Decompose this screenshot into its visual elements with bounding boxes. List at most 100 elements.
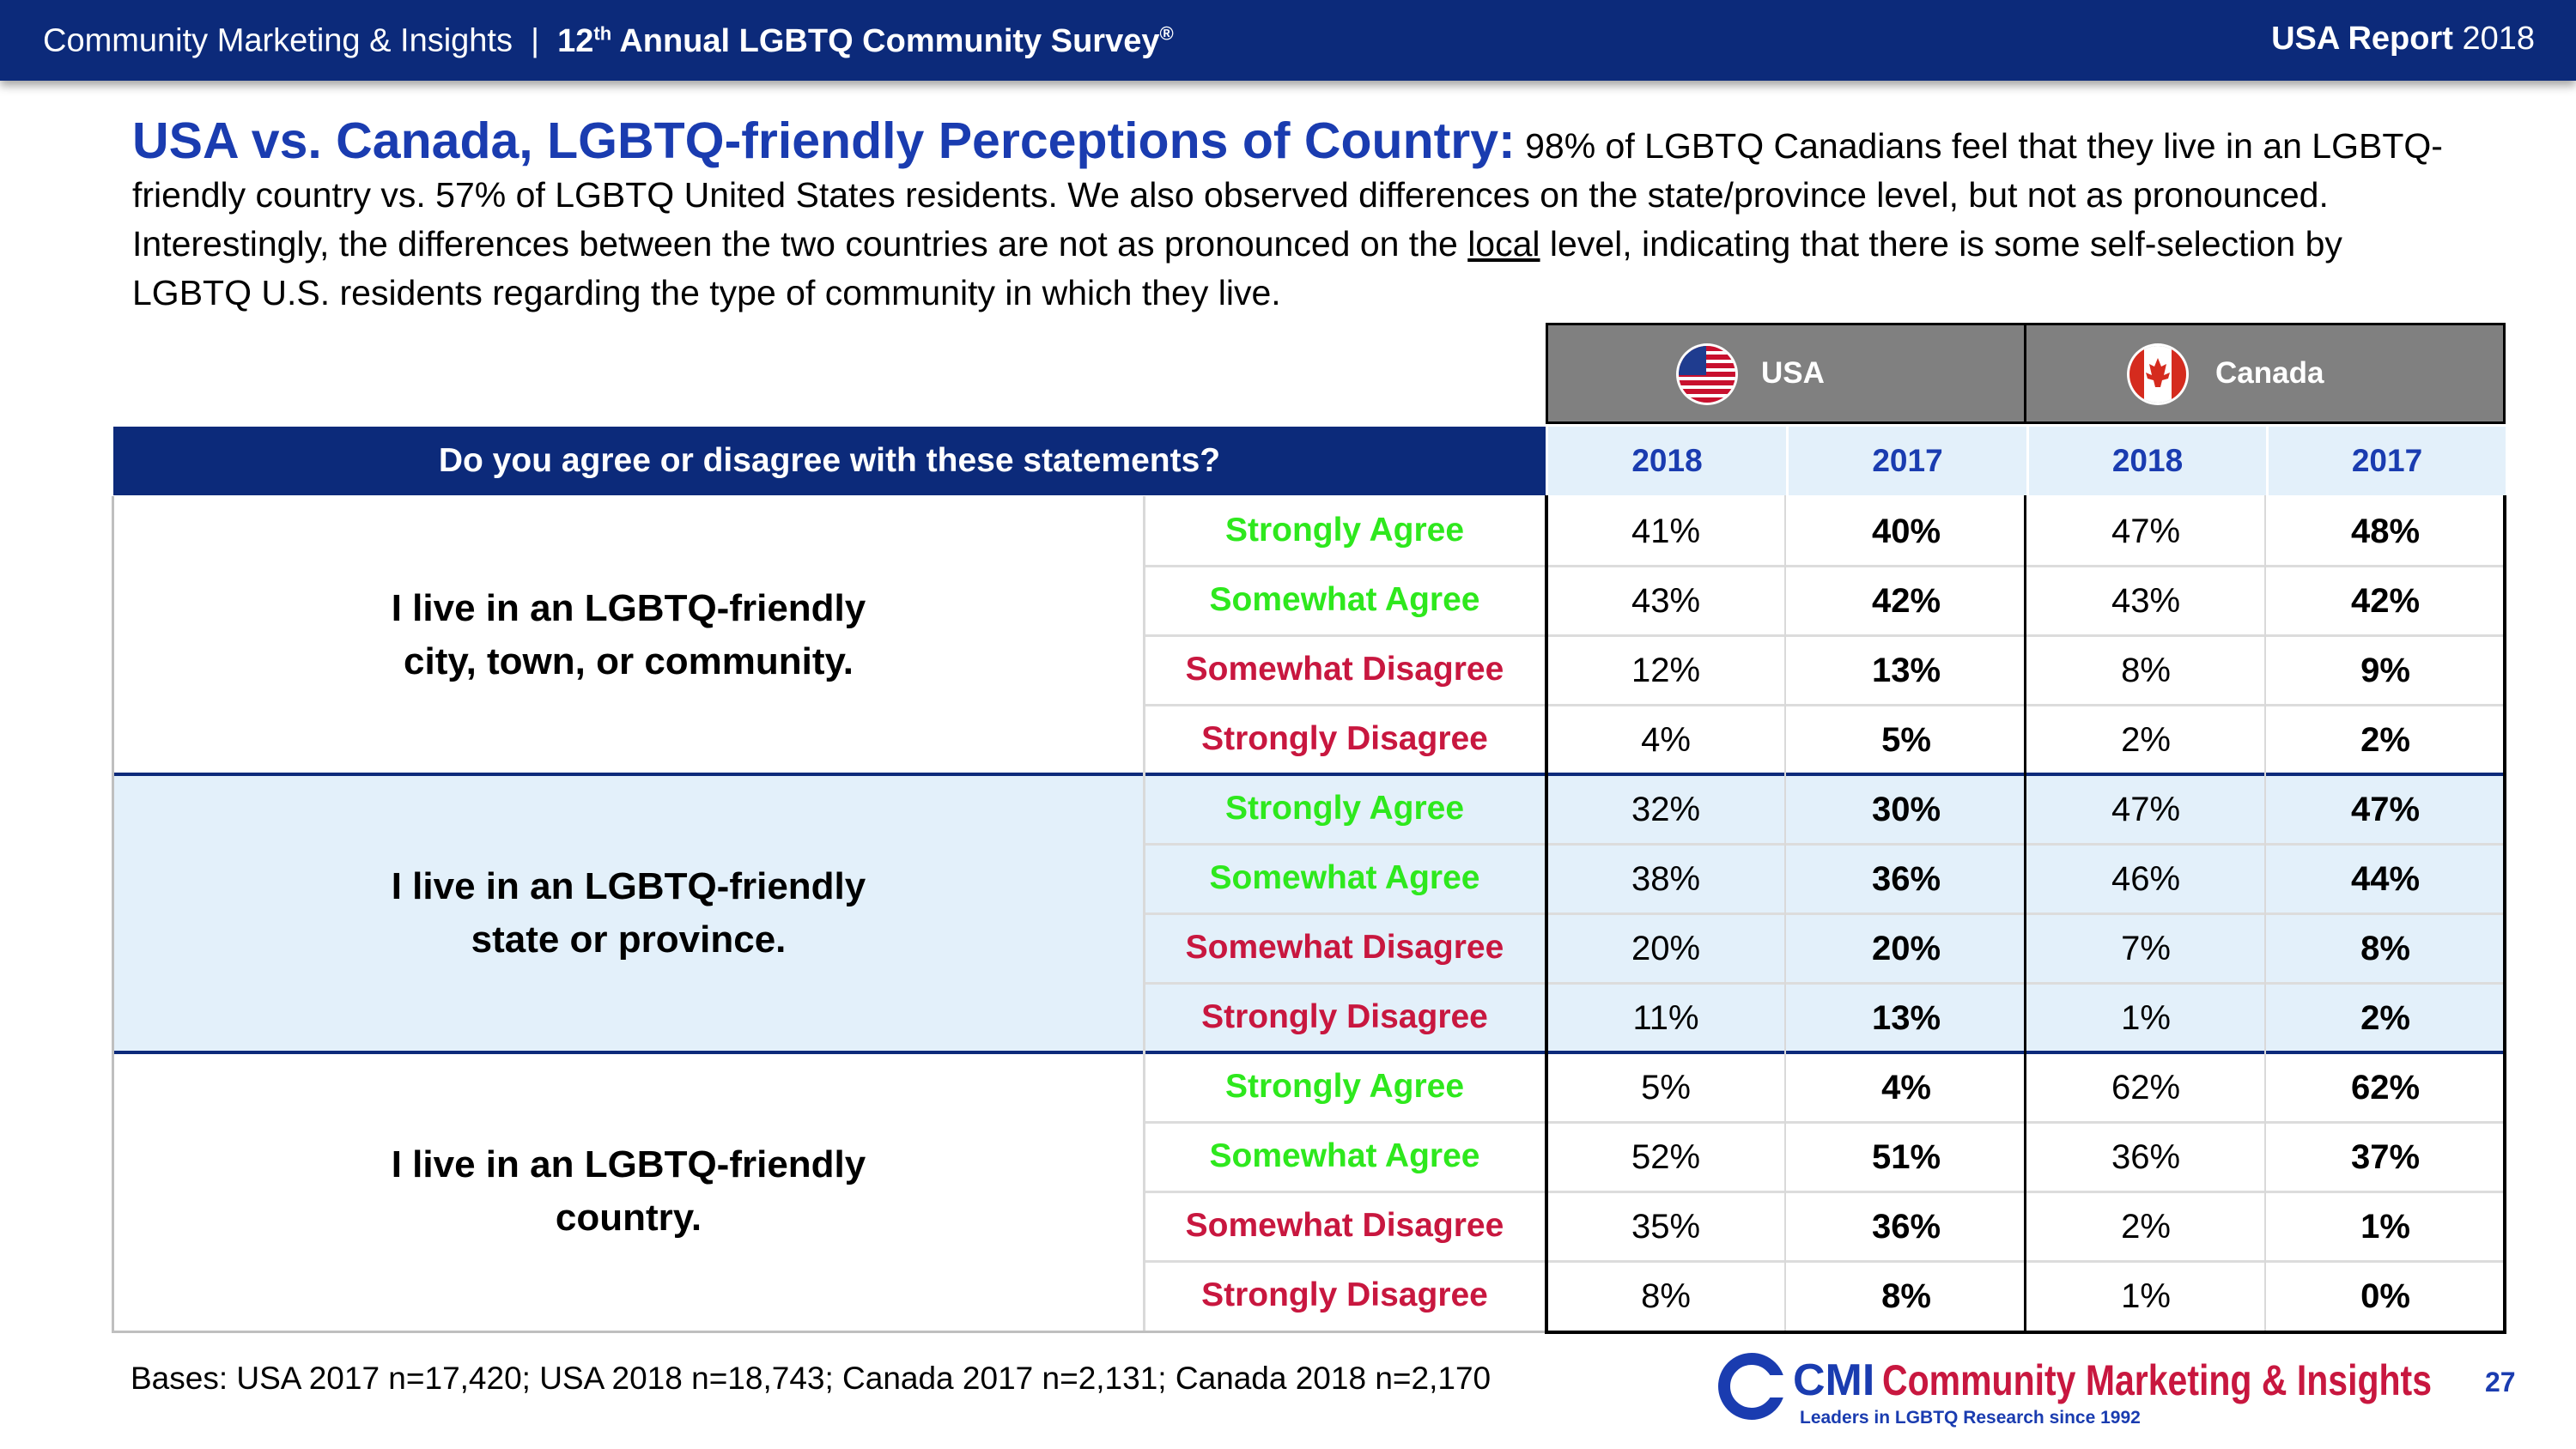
value-cell: 5%: [1881, 721, 1931, 759]
year-usa-2017: 2017: [1786, 427, 2026, 495]
canada-flag-icon: [2129, 346, 2186, 403]
country-label-usa: USA: [1761, 356, 1825, 390]
value-cell: 36%: [1871, 860, 1941, 898]
response-label: Strongly Agree: [1224, 512, 1465, 549]
value-cell: 36%: [2111, 1138, 2181, 1176]
value-cell: 43%: [2111, 582, 2181, 620]
value-cell: 13%: [1871, 652, 1941, 689]
value-cell: 46%: [2111, 860, 2181, 898]
value-cell: 47%: [2111, 512, 2181, 550]
value-cell: 1%: [2121, 1277, 2171, 1315]
intro-text-b: level, indicating that there is some sel…: [132, 224, 2342, 312]
year-canada-2017: 2017: [2266, 427, 2506, 495]
value-cell: 47%: [2350, 791, 2421, 828]
value-cell: 52%: [1631, 1138, 1701, 1176]
statement-line-2: country.: [555, 1197, 702, 1239]
response-label: Somewhat Disagree: [1185, 651, 1504, 688]
intro-paragraph: USA vs. Canada, LGBTQ-friendly Perceptio…: [132, 116, 2451, 318]
response-label: Strongly Disagree: [1201, 1276, 1488, 1313]
statement-line-1: I live in an LGBTQ-friendly: [391, 865, 866, 907]
table-border: [112, 496, 114, 1331]
table-border: [112, 1331, 1547, 1333]
row-divider: [1145, 912, 2506, 915]
value-cell: 4%: [1881, 1069, 1931, 1106]
value-cell: 35%: [1631, 1208, 1701, 1246]
value-cell: 44%: [2350, 860, 2421, 898]
row-divider: [1145, 704, 2506, 706]
value-cell: 8%: [1641, 1277, 1691, 1315]
header-separator: |: [531, 22, 539, 59]
table-border: [1545, 1331, 2506, 1334]
page-number: 27: [2485, 1367, 2516, 1397]
value-cell: 42%: [2350, 582, 2421, 620]
cmi-logo: CMI Community Marketing & Insights Leade…: [1717, 1348, 2456, 1434]
intro-underlined: local: [1467, 224, 1540, 264]
table-border: [1545, 495, 1548, 1333]
value-cell: 5%: [1641, 1069, 1691, 1106]
row-divider: [1145, 1191, 2506, 1193]
value-cell: 2%: [2121, 721, 2171, 759]
intro-text-a: 98% of LGBTQ Canadians feel that they li…: [132, 126, 2443, 264]
bases-footnote: Bases: USA 2017 n=17,420; USA 2018 n=18,…: [131, 1361, 1492, 1396]
survey-mark: ®: [1159, 22, 1174, 44]
statement-line-1: I live in an LGBTQ-friendly: [391, 1143, 866, 1185]
value-cell: 20%: [1631, 930, 1701, 967]
value-cell: 12%: [1631, 652, 1701, 689]
org-name: Community Marketing & Insights: [43, 22, 513, 59]
survey-name: Annual LGBTQ Community Survey: [619, 22, 1160, 59]
value-cell: 2%: [2360, 999, 2410, 1037]
table-border: [1784, 495, 1786, 1331]
header-left: Community Marketing & Insights | 12th An…: [43, 22, 1174, 60]
value-cell: 0%: [2360, 1277, 2410, 1315]
value-cell: 36%: [1871, 1208, 1941, 1246]
value-cell: 47%: [2111, 791, 2181, 828]
value-cell: 40%: [1871, 512, 1941, 550]
value-cell: 11%: [1632, 999, 1699, 1037]
response-label: Strongly Disagree: [1201, 720, 1488, 757]
value-cell: 62%: [2111, 1069, 2181, 1106]
survey-ordinal: 12: [557, 22, 594, 59]
country-label-canada: Canada: [2215, 356, 2324, 390]
group-divider: [113, 1051, 2506, 1054]
statement-text: I live in an LGBTQ-friendly state or prov…: [113, 860, 1144, 967]
statement-line-2: state or province.: [471, 919, 787, 961]
value-cell: 7%: [2121, 930, 2171, 967]
table-border: [2024, 495, 2026, 1331]
response-label: Strongly Agree: [1224, 790, 1465, 827]
value-cell: 30%: [1871, 791, 1941, 828]
country-header-usa: USA: [1546, 323, 2026, 424]
group-divider: [113, 773, 2506, 776]
value-cell: 1%: [2360, 1208, 2410, 1246]
row-divider: [1145, 1121, 2506, 1124]
value-cell: 9%: [2360, 652, 2410, 689]
value-cell: 8%: [2360, 930, 2410, 967]
value-cell: 20%: [1871, 930, 1941, 967]
year-usa-2018: 2018: [1546, 427, 1786, 495]
header-bar: Community Marketing & Insights | 12th An…: [0, 0, 2576, 81]
table-border: [1143, 496, 1145, 1331]
value-cell: 13%: [1871, 999, 1941, 1037]
response-label: Somewhat Disagree: [1185, 1207, 1504, 1244]
value-cell: 51%: [1871, 1138, 1941, 1176]
value-cell: 38%: [1631, 860, 1701, 898]
row-divider: [1145, 843, 2506, 846]
report-year: 2018: [2462, 21, 2535, 57]
response-label: Somewhat Agree: [1209, 1137, 1480, 1174]
value-cell: 62%: [2350, 1069, 2421, 1106]
logo-name-text: Community Marketing & Insights: [1882, 1356, 2432, 1404]
header-right: USA Report 2018: [2271, 21, 2535, 58]
cmi-logo-mark: CMI Community Marketing & Insights Leade…: [1718, 1353, 2432, 1428]
row-divider: [1145, 565, 2506, 567]
country-header-canada: Canada: [2024, 323, 2506, 424]
response-label: Somewhat Disagree: [1185, 929, 1504, 966]
statement-text: I live in an LGBTQ-friendly country.: [113, 1138, 1144, 1245]
logo-mark-text: CMI: [1793, 1355, 1874, 1405]
row-divider: [1145, 982, 2506, 985]
response-label: Strongly Disagree: [1201, 998, 1488, 1035]
value-cell: 4%: [1641, 721, 1691, 759]
value-cell: 48%: [2350, 512, 2421, 550]
value-cell: 1%: [2121, 999, 2171, 1037]
table-border: [2503, 495, 2506, 1333]
response-label: Somewhat Agree: [1209, 581, 1480, 618]
statement-text: I live in an LGBTQ-friendly city, town, o…: [113, 582, 1144, 688]
